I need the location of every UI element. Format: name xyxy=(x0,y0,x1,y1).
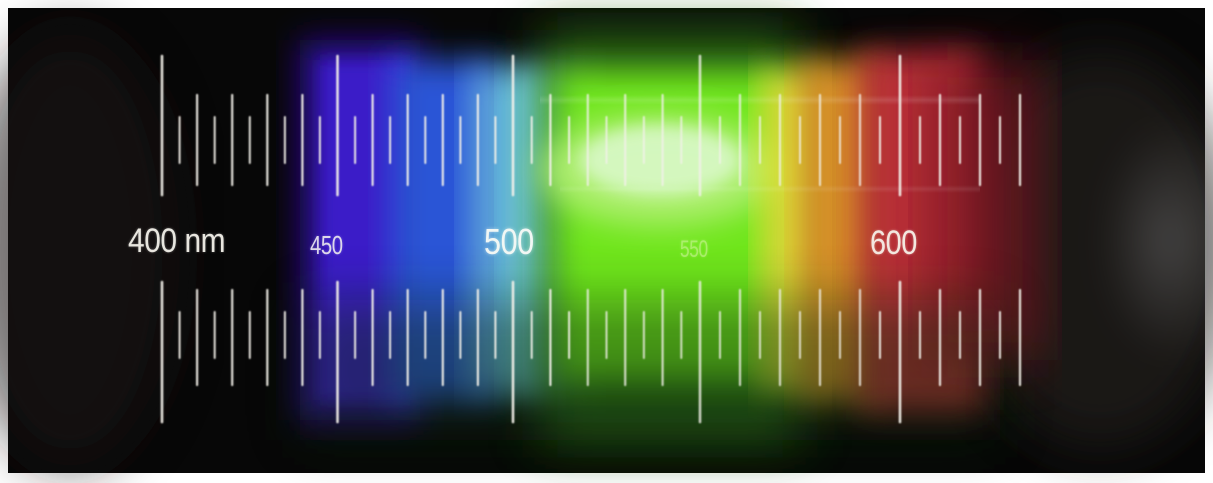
scale-label-500: 500 xyxy=(484,221,534,262)
spectrum-band xyxy=(300,30,1040,440)
scale-label-450: 450 xyxy=(310,230,343,260)
scale-label-550: 550 xyxy=(680,236,708,263)
scale-label-400-nm: 400 nm xyxy=(128,222,226,260)
left-haze xyxy=(0,30,180,470)
wavelength-scale-ticks xyxy=(160,54,1022,424)
scale-label-600: 600 xyxy=(870,224,917,262)
